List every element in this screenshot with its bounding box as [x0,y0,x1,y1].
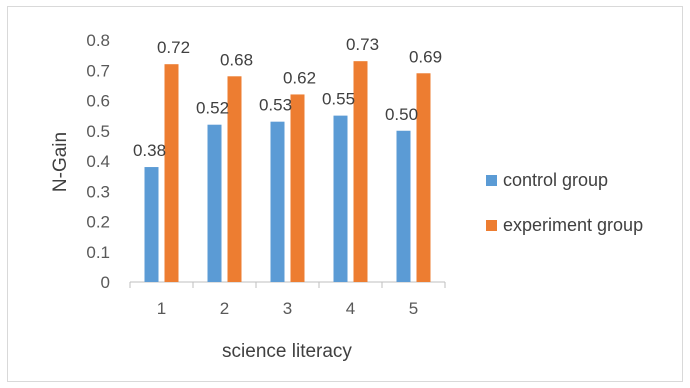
x-tick-label: 5 [409,299,418,318]
y-tick-label: 0.1 [86,243,110,262]
bar-control-5 [396,130,411,282]
data-label: 0.53 [259,96,292,115]
data-label: 0.69 [409,47,442,66]
y-tick-label: 0.5 [86,122,110,141]
data-labels: 0.38 0.52 0.53 0.55 0.50 0.72 0.68 0.62 0.73 0.69 [133,35,442,160]
data-label: 0.73 [346,35,379,54]
y-tick-label: 0.6 [86,92,110,111]
y-tick-label: 0.7 [86,61,110,80]
bar-control-3 [270,121,285,282]
y-tick-label: 0.8 [86,31,110,50]
legend-label: control group [503,170,608,190]
x-tick-label: 1 [157,299,166,318]
y-tick-label: 0 [101,273,110,292]
legend: control group experiment group [486,170,643,235]
bar-experiment-4 [353,61,368,282]
y-tick-label: 0.2 [86,213,110,232]
legend-label: experiment group [503,215,643,235]
bar-experiment-1 [164,64,179,282]
x-axis-title: science literacy [222,341,352,362]
bar-control-1 [144,167,159,282]
data-label: 0.72 [157,38,190,57]
x-tick-label: 4 [346,299,355,318]
bars [144,61,431,283]
bar-control-4 [333,115,348,282]
bar-experiment-3 [290,94,305,282]
y-tick-label: 0.4 [86,152,110,171]
bar-control-2 [207,124,222,282]
y-tick-label: 0.3 [86,182,110,201]
y-axis-ticks: 0 0.1 0.2 0.3 0.4 0.5 0.6 0.7 0.8 [86,31,110,292]
x-axis: 1 2 3 4 5 [129,281,446,318]
bar-experiment-5 [416,73,431,283]
data-label: 0.38 [133,141,166,160]
bar-experiment-2 [227,76,242,282]
x-tick-label: 2 [220,299,229,318]
data-label: 0.62 [283,68,316,87]
data-label: 0.68 [220,50,253,69]
legend-swatch [486,220,497,231]
y-axis-title: N-Gain [50,132,71,192]
data-label: 0.50 [385,105,418,124]
legend-swatch [486,175,497,186]
x-tick-label: 3 [283,299,292,318]
data-label: 0.52 [196,99,229,118]
data-label: 0.55 [322,90,355,109]
